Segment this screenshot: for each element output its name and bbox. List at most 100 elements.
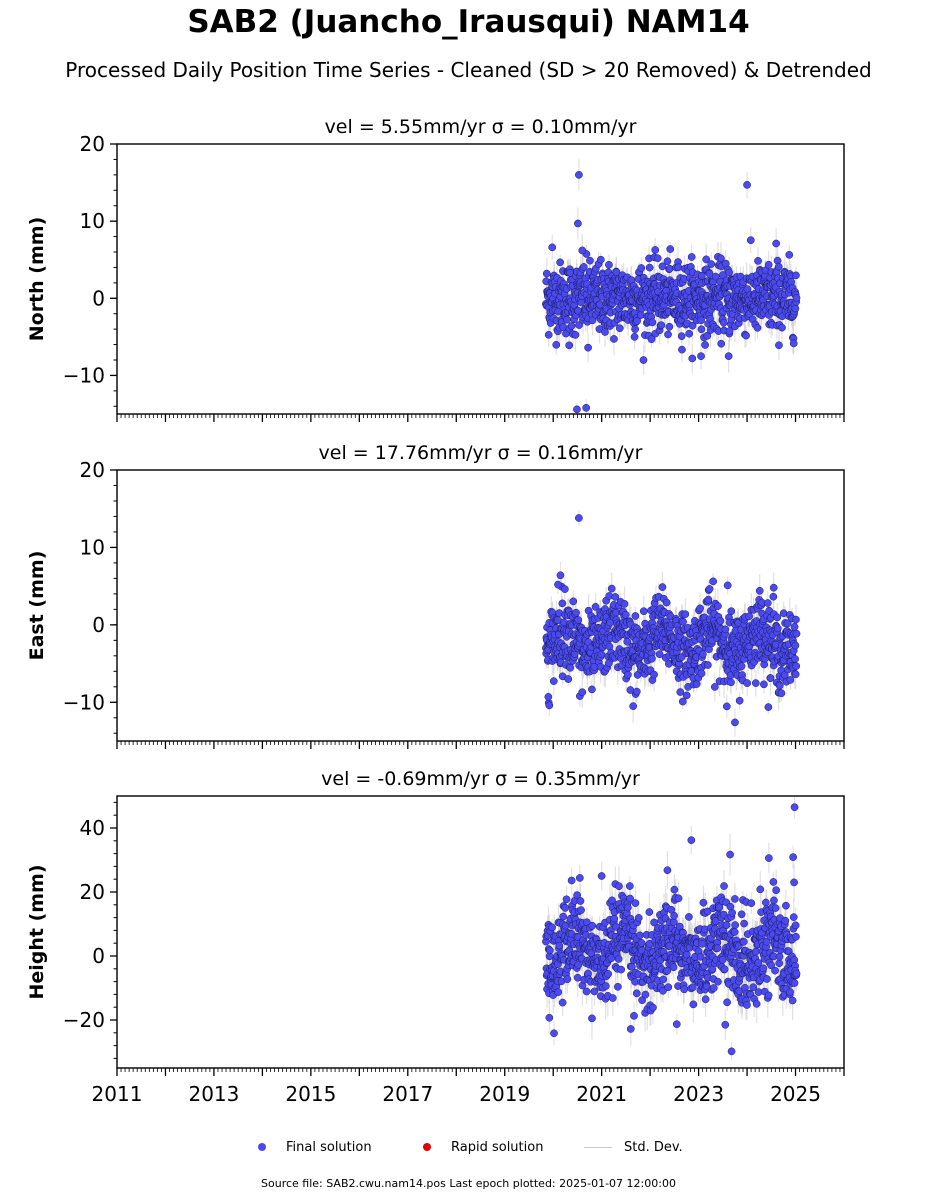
panel-title: vel = -0.69mm/yr σ = 0.35mm/yr <box>321 768 640 790</box>
y-tick-label: 0 <box>92 286 105 310</box>
data-point <box>743 181 751 189</box>
data-point <box>717 339 726 348</box>
data-point <box>773 624 782 633</box>
data-point <box>544 693 553 701</box>
data-point <box>735 696 744 705</box>
data-point <box>774 262 783 271</box>
data-point <box>556 258 564 267</box>
data-point <box>737 662 746 671</box>
data-point <box>792 615 800 624</box>
data-point <box>563 315 571 324</box>
data-point <box>717 254 725 263</box>
data-point <box>633 317 641 325</box>
data-point <box>775 681 784 690</box>
data-point <box>596 255 605 264</box>
data-point <box>791 655 799 663</box>
data-point <box>648 318 657 327</box>
data-point <box>755 586 764 595</box>
data-point <box>705 585 714 593</box>
data-point <box>725 268 733 277</box>
panel-1: vel = 5.55mm/yr σ = 0.10mm/yr North (mm)−… <box>26 116 845 422</box>
data-point <box>574 219 582 228</box>
data-point <box>704 595 713 604</box>
data-point <box>697 316 706 325</box>
data-point <box>579 263 588 271</box>
data-point <box>565 341 574 350</box>
data-point <box>653 254 662 263</box>
data-point <box>612 268 621 276</box>
data-point <box>666 245 675 253</box>
data-point <box>696 604 704 613</box>
data-point <box>697 325 706 334</box>
data-point <box>650 670 658 679</box>
data-point <box>575 514 583 522</box>
data-point <box>657 321 666 330</box>
data-point <box>658 262 667 271</box>
data-point <box>548 243 557 252</box>
data-point <box>792 271 800 280</box>
data-point <box>742 331 750 340</box>
y-axis-label: East (mm) <box>26 551 48 661</box>
panel-title: vel = 5.55mm/yr σ = 0.10mm/yr <box>325 116 637 138</box>
y-axis-label: North (mm) <box>26 217 48 342</box>
panel-3: vel = -0.69mm/yr σ = 0.35mm/yr Height (mm… <box>26 768 845 1106</box>
data-point <box>637 264 646 272</box>
data-point <box>678 345 686 354</box>
data-point <box>679 617 687 626</box>
data-point <box>721 625 730 634</box>
data-point <box>620 600 629 608</box>
data-point <box>789 339 798 348</box>
data-point <box>573 405 581 414</box>
data-point <box>688 354 697 363</box>
data-point <box>723 581 732 590</box>
data-point <box>664 330 672 339</box>
data-point <box>676 688 685 696</box>
data-point <box>611 593 620 601</box>
data-point <box>575 321 583 329</box>
data-point <box>792 629 801 638</box>
data-point <box>597 650 606 659</box>
data-point <box>697 352 705 360</box>
data-point <box>743 679 752 687</box>
data-point <box>591 602 600 611</box>
data-point <box>722 702 731 711</box>
data-point <box>791 304 800 313</box>
data-point <box>769 583 778 592</box>
data-point <box>790 623 799 631</box>
data-point <box>764 260 773 269</box>
data-point <box>704 661 712 669</box>
panel-title: vel = 17.76mm/yr σ = 0.16mm/yr <box>319 442 643 464</box>
data-point <box>731 718 739 727</box>
data-point <box>677 332 686 341</box>
y-tick-label: 20 <box>80 132 105 156</box>
y-tick-label: 10 <box>80 535 105 559</box>
data-point <box>760 680 768 689</box>
data-point <box>786 676 795 684</box>
data-point <box>778 323 786 332</box>
data-point <box>746 236 755 245</box>
data-point <box>719 318 728 327</box>
data-point <box>544 330 553 339</box>
y-tick-label: 0 <box>92 613 105 637</box>
data-point <box>727 607 736 616</box>
data-point <box>745 612 753 621</box>
data-point <box>586 256 594 265</box>
data-point <box>753 323 762 332</box>
data-point <box>584 343 592 352</box>
data-point <box>566 663 575 672</box>
data-point <box>610 335 618 343</box>
data-point <box>588 316 597 325</box>
data-point <box>751 679 760 687</box>
data-point <box>575 171 583 179</box>
data-point <box>662 598 671 607</box>
data-point <box>545 701 554 710</box>
data-point <box>542 269 551 278</box>
points <box>542 514 801 727</box>
points <box>542 171 801 414</box>
data-point <box>702 255 711 264</box>
data-point <box>629 702 638 711</box>
data-point <box>692 680 701 688</box>
data-point <box>687 253 696 261</box>
data-point <box>632 687 641 696</box>
chart-title: SAB2 (Juancho_Irausqui) NAM14 <box>187 4 750 40</box>
